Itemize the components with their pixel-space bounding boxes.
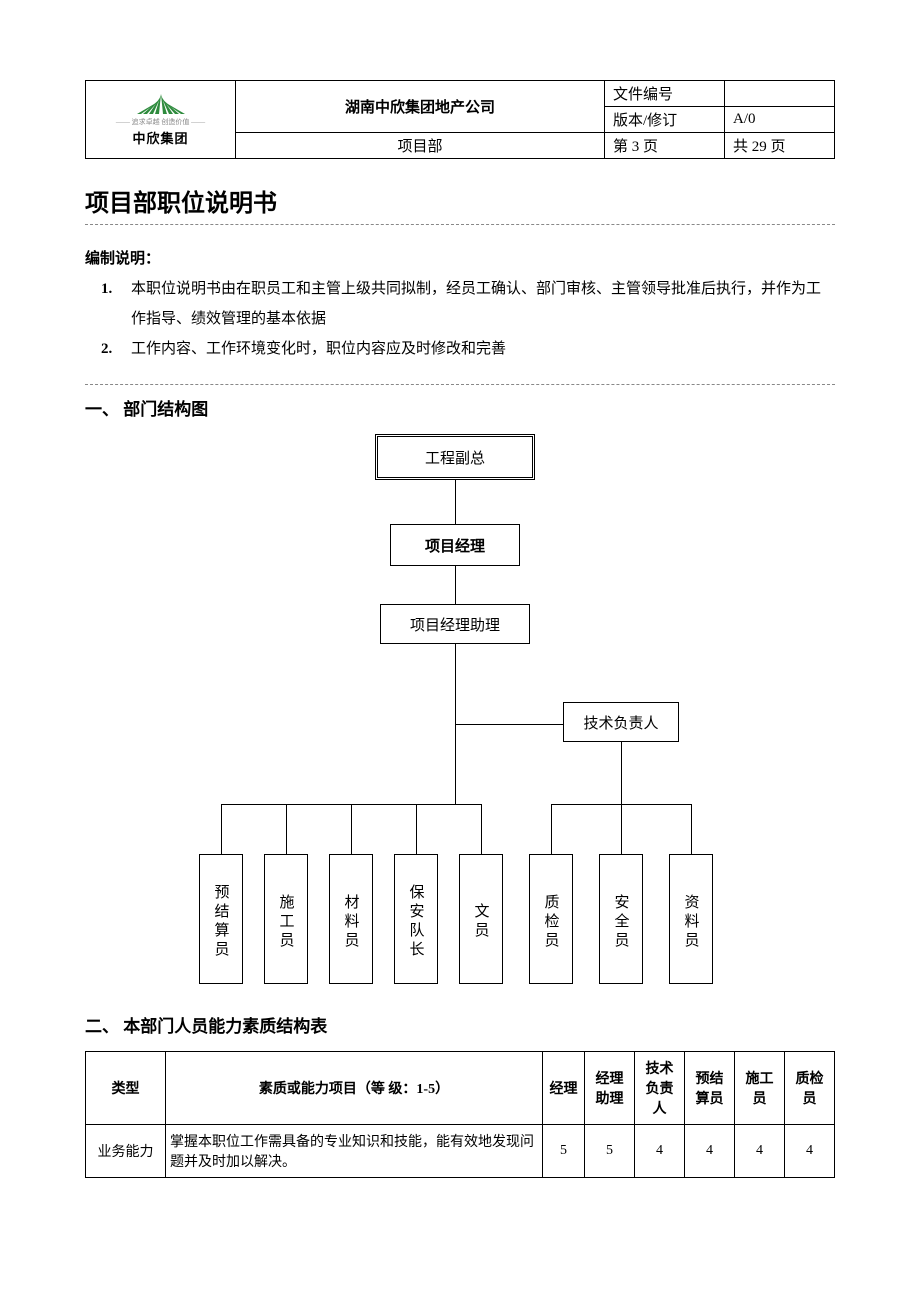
cell-val: 5: [585, 1125, 635, 1178]
org-connector: [691, 804, 692, 854]
org-node-label: 安全员: [611, 894, 632, 951]
cell-val: 4: [785, 1125, 835, 1178]
org-node-label: 施工员: [276, 894, 297, 951]
page-title: 项目部职位说明书: [85, 183, 835, 225]
table-row: 业务能力 掌握本职位工作需具备的专业知识和技能，能有效地发现问题并及时加以解决。…: [86, 1125, 835, 1178]
org-node-label: 工程副总: [425, 447, 485, 468]
company-name: 湖南中欣集团地产公司: [236, 81, 605, 133]
col-item: 素质或能力项目（等 级：1-5）: [166, 1052, 543, 1125]
cell-val: 4: [635, 1125, 685, 1178]
org-leaf-material: 材料员: [329, 854, 373, 984]
org-node-pm-assistant: 项目经理助理: [380, 604, 530, 644]
org-connector: [621, 804, 622, 854]
logo-icon: [135, 92, 187, 116]
org-node-label: 资料员: [681, 894, 702, 951]
version-label: 版本/修订: [605, 107, 725, 133]
org-node-label: 技术负责人: [583, 712, 658, 733]
total-pages: 共 29 页: [725, 133, 835, 159]
list-item: 2. 工作内容、工作环境变化时，职位内容应及时修改和完善: [111, 334, 835, 364]
org-connector: [455, 566, 456, 604]
logo-cell: —— 追求卓越 创造价值 —— 中欣集团: [86, 81, 236, 159]
org-connector: [455, 480, 456, 524]
org-node-label: 项目经理: [425, 535, 485, 556]
cell-val: 4: [735, 1125, 785, 1178]
org-leaf-budget: 预结算员: [199, 854, 243, 984]
logo-subtext: —— 追求卓越 创造价值 ——: [116, 117, 205, 127]
col-construction: 施工员: [735, 1052, 785, 1125]
col-assistant: 经理助理: [585, 1052, 635, 1125]
org-leaf-safety: 安全员: [599, 854, 643, 984]
intro-list: 1. 本职位说明书由在职员工和主管上级共同拟制，经员工确认、部门审核、主管领导批…: [85, 274, 835, 364]
org-node-label: 文员: [471, 903, 492, 941]
org-connector: [621, 742, 622, 804]
org-connector: [416, 804, 417, 854]
org-leaf-clerk: 文员: [459, 854, 503, 984]
item-text: 本职位说明书由在职员工和主管上级共同拟制，经员工确认、部门审核、主管领导批准后执…: [131, 281, 821, 327]
table-header-row: 类型 素质或能力项目（等 级：1-5） 经理 经理助理 技术负责人 预结算员 施…: [86, 1052, 835, 1125]
doc-no-value: [725, 81, 835, 107]
item-text: 工作内容、工作环境变化时，职位内容应及时修改和完善: [131, 341, 506, 357]
org-connector: [221, 804, 222, 854]
cell-type: 业务能力: [86, 1125, 166, 1178]
col-tech-lead: 技术负责人: [635, 1052, 685, 1125]
logo-name: 中欣集团: [132, 128, 188, 147]
intro-label: 编制说明：: [85, 247, 835, 268]
org-leaf-construction: 施工员: [264, 854, 308, 984]
cell-val: 4: [685, 1125, 735, 1178]
org-connector: [286, 804, 287, 854]
org-node-label: 预结算员: [211, 884, 232, 960]
org-connector: [351, 804, 352, 854]
competency-table: 类型 素质或能力项目（等 级：1-5） 经理 经理助理 技术负责人 预结算员 施…: [85, 1051, 835, 1178]
cell-item: 掌握本职位工作需具备的专业知识和技能，能有效地发现问题并及时加以解决。: [166, 1125, 543, 1178]
org-leaf-security: 保安队长: [394, 854, 438, 984]
org-connector: [455, 644, 456, 724]
org-connector: [481, 804, 482, 854]
org-leaf-docs: 资料员: [669, 854, 713, 984]
header-table: —— 追求卓越 创造价值 —— 中欣集团 湖南中欣集团地产公司 文件编号 版本/…: [85, 80, 835, 159]
col-budget: 预结算员: [685, 1052, 735, 1125]
company-logo: —— 追求卓越 创造价值 —— 中欣集团: [94, 89, 227, 150]
item-number: 2.: [101, 334, 112, 364]
item-number: 1.: [101, 274, 112, 304]
department-name: 项目部: [236, 133, 605, 159]
section-1-heading: 一、 部门结构图: [85, 395, 835, 420]
org-node-label: 保安队长: [406, 884, 427, 960]
col-type: 类型: [86, 1052, 166, 1125]
org-node-gm: 工程副总: [375, 434, 535, 480]
org-node-label: 质检员: [541, 894, 562, 951]
org-connector: [455, 724, 456, 804]
doc-no-label: 文件编号: [605, 81, 725, 107]
org-node-tech-lead: 技术负责人: [563, 702, 679, 742]
version-value: A/0: [725, 107, 835, 133]
page-label: 第 3 页: [605, 133, 725, 159]
cell-val: 5: [543, 1125, 585, 1178]
separator: [85, 384, 835, 385]
col-manager: 经理: [543, 1052, 585, 1125]
col-qc: 质检员: [785, 1052, 835, 1125]
org-node-label: 项目经理助理: [410, 614, 500, 635]
org-node-pm: 项目经理: [390, 524, 520, 566]
list-item: 1. 本职位说明书由在职员工和主管上级共同拟制，经员工确认、部门审核、主管领导批…: [111, 274, 835, 334]
org-node-label: 材料员: [341, 894, 362, 951]
org-chart: 工程副总 项目经理 项目经理助理 技术负责人 预结算员 施工员 材料员 保安队长…: [180, 434, 740, 1004]
org-leaf-qc: 质检员: [529, 854, 573, 984]
section-2-heading: 二、 本部门人员能力素质结构表: [85, 1012, 835, 1037]
org-connector: [551, 804, 552, 854]
